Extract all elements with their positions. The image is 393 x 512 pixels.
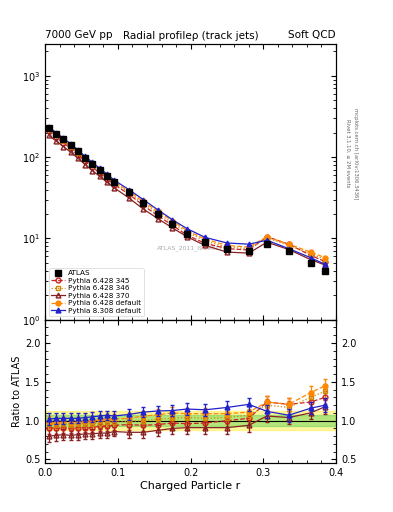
Y-axis label: Ratio to ATLAS: Ratio to ATLAS (12, 356, 22, 427)
Legend: ATLAS, Pythia 6.428 345, Pythia 6.428 346, Pythia 6.428 370, Pythia 6.428 defaul: ATLAS, Pythia 6.428 345, Pythia 6.428 34… (49, 268, 143, 316)
Text: ATLAS_2011_I919017: ATLAS_2011_I919017 (157, 245, 224, 251)
Text: mcplots.cern.ch [arXiv:1306.3436]: mcplots.cern.ch [arXiv:1306.3436] (353, 108, 358, 199)
Bar (45, 411, 336, 430)
Text: Rivet 3.1.10, ≥ 2M events: Rivet 3.1.10, ≥ 2M events (345, 119, 350, 188)
Bar (45, 415, 336, 426)
Text: 7000 GeV pp: 7000 GeV pp (45, 30, 113, 40)
Text: Soft QCD: Soft QCD (288, 30, 336, 40)
Title: Radial profileρ (track jets): Radial profileρ (track jets) (123, 31, 259, 41)
X-axis label: Charged Particle r: Charged Particle r (140, 481, 241, 491)
